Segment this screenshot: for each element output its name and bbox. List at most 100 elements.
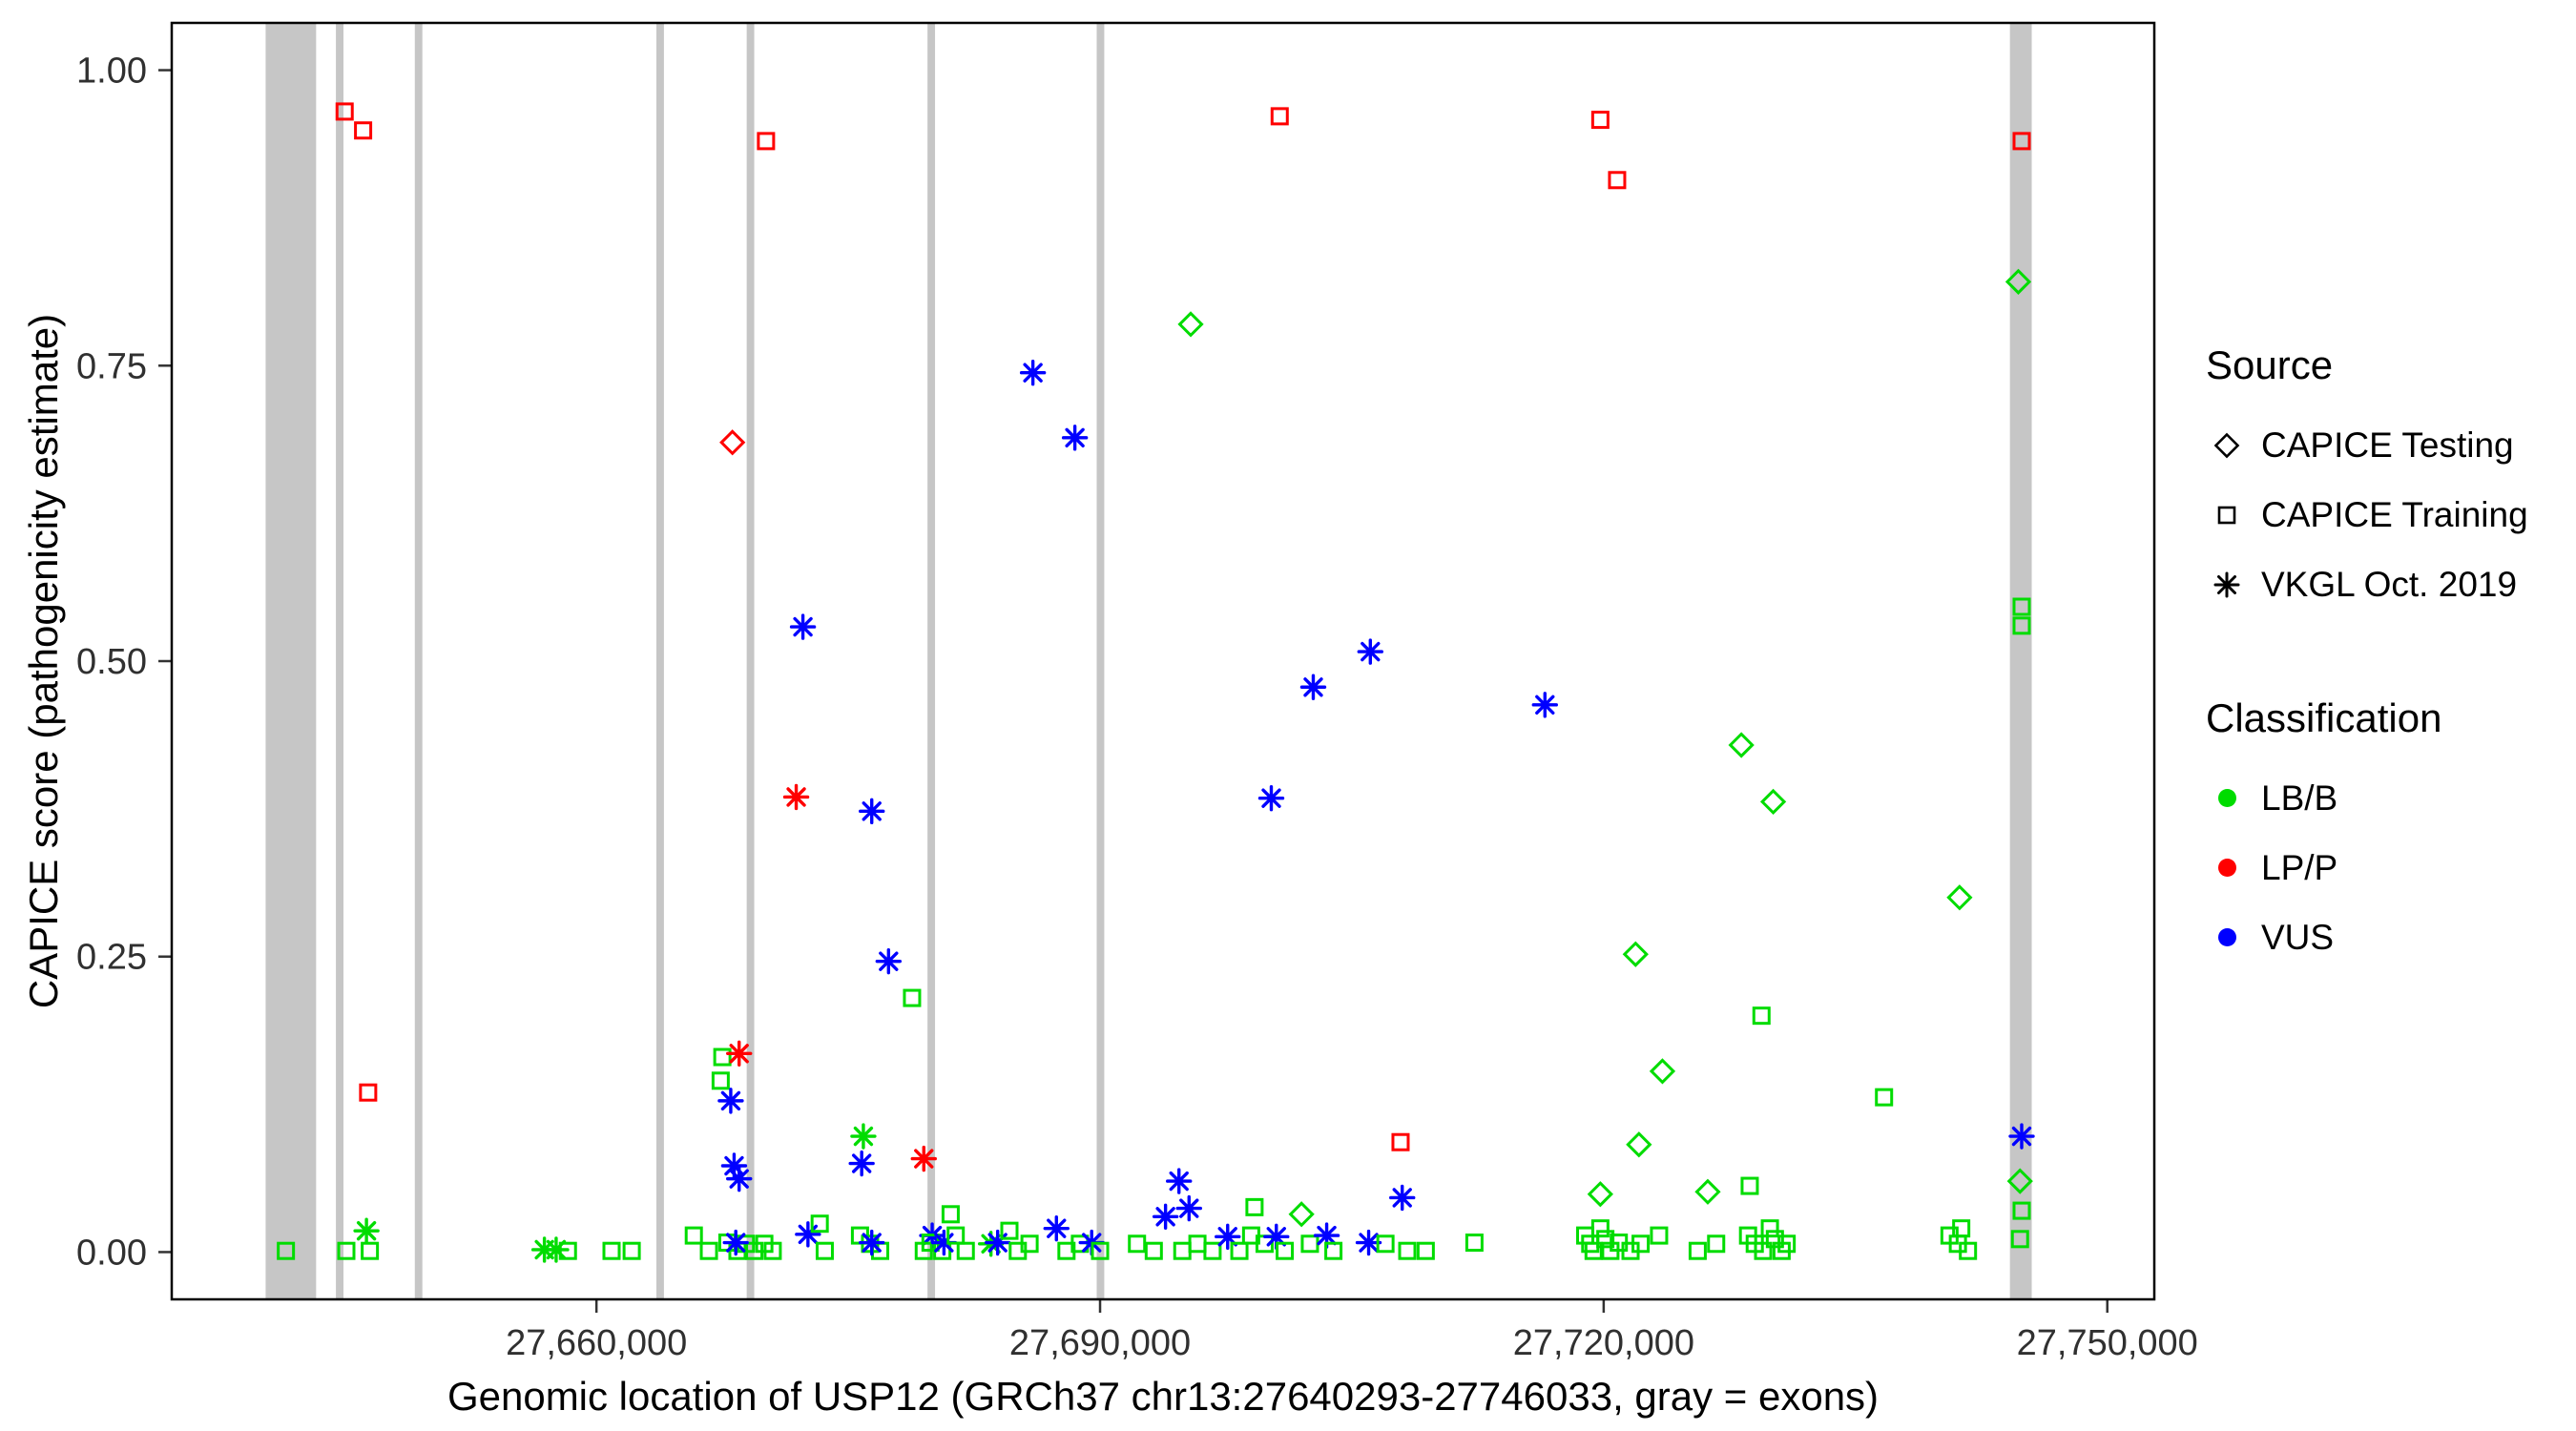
data-point	[1590, 111, 1610, 130]
data-point	[1152, 1203, 1179, 1230]
legend-item-vus: VUS	[2206, 902, 2574, 972]
data-point	[684, 1226, 703, 1245]
data-point	[1299, 674, 1327, 700]
data-point	[726, 1165, 753, 1192]
data-point	[848, 1150, 875, 1177]
x-axis-title: Genomic location of USP12 (GRCh37 chr13:…	[447, 1374, 1880, 1419]
data-point	[1759, 788, 1787, 816]
data-point	[859, 1229, 885, 1256]
data-point	[1270, 107, 1289, 126]
legend-label: LB/B	[2261, 778, 2338, 818]
data-point	[1043, 1214, 1070, 1242]
data-point	[910, 1145, 937, 1172]
x-tick-label: 27,720,000	[1513, 1323, 1694, 1363]
data-point	[713, 1047, 732, 1067]
data-point	[810, 1214, 829, 1234]
legend-classification-title: Classification	[2206, 695, 2442, 740]
data-point	[1215, 1223, 1241, 1251]
data-point	[984, 1229, 1011, 1256]
data-point	[1754, 1241, 1773, 1260]
data-point	[1376, 1234, 1395, 1254]
data-point	[782, 783, 810, 811]
y-axis-title: CAPICE score (pathogenicity estimate)	[21, 313, 66, 1009]
legend-source: Source CAPICE Testing CAPICE Training	[2206, 345, 2574, 619]
red-dot-icon	[2206, 847, 2248, 889]
exon-band	[927, 23, 936, 1299]
data-point	[1020, 1234, 1039, 1254]
data-point	[2012, 597, 2031, 616]
data-point	[789, 613, 817, 640]
data-point	[717, 1088, 744, 1114]
y-tick-label: 0.25	[76, 938, 147, 978]
data-point	[2010, 1230, 2029, 1249]
data-point	[1389, 1184, 1416, 1212]
exon-band	[1096, 23, 1105, 1299]
data-point	[1584, 1241, 1603, 1260]
data-point	[711, 1071, 730, 1090]
x-tick-label: 27,750,000	[2017, 1323, 2198, 1363]
data-point	[1416, 1241, 1435, 1260]
data-point	[699, 1241, 718, 1260]
data-point	[2008, 1123, 2035, 1150]
data-point	[1631, 1234, 1651, 1254]
blue-dot-icon	[2206, 917, 2248, 959]
data-point	[1188, 1234, 1207, 1254]
data-point	[1144, 1241, 1163, 1260]
data-point	[1245, 1197, 1264, 1216]
data-point	[1649, 1058, 1676, 1085]
data-point	[2012, 1201, 2031, 1220]
data-point	[1740, 1176, 1759, 1195]
data-point	[2005, 268, 2032, 295]
data-point	[1777, 1234, 1797, 1254]
data-point	[359, 1083, 378, 1102]
legend-label: CAPICE Testing	[2261, 425, 2514, 465]
data-point	[1531, 692, 1558, 718]
data-point	[1391, 1132, 1410, 1151]
data-point	[1230, 1241, 1249, 1260]
square-icon	[2217, 506, 2236, 524]
data-point	[1324, 1241, 1343, 1260]
data-point	[1608, 171, 1627, 190]
exon-band	[655, 23, 664, 1299]
y-tick-label: 0.00	[76, 1233, 147, 1273]
x-tick-label: 27,690,000	[1009, 1323, 1191, 1363]
data-point	[602, 1241, 621, 1260]
legend-item-capice-testing: CAPICE Testing	[2206, 410, 2574, 480]
data-point	[1061, 425, 1089, 451]
legend-label: CAPICE Training	[2261, 494, 2528, 534]
data-point	[1300, 1234, 1319, 1254]
exon-band	[414, 23, 423, 1299]
y-tick-label: 0.75	[76, 346, 147, 386]
data-point	[1203, 1241, 1222, 1260]
data-point	[2012, 132, 2031, 151]
data-point	[1707, 1234, 1726, 1254]
data-point	[763, 1241, 782, 1260]
legend-label: VUS	[2261, 917, 2335, 957]
data-point	[1019, 360, 1047, 386]
data-point	[2012, 616, 2031, 635]
legend-label: VKGL Oct. 2019	[2261, 564, 2518, 604]
data-point	[1177, 311, 1204, 338]
data-point	[903, 988, 922, 1007]
exon-band	[2009, 23, 2032, 1299]
data-point	[875, 947, 903, 975]
data-point	[1946, 884, 1973, 911]
legend-item-lpp: LP/P	[2206, 833, 2574, 902]
diamond-icon	[2213, 432, 2240, 458]
data-point	[815, 1241, 834, 1260]
data-point	[1622, 941, 1649, 967]
data-point	[946, 1226, 966, 1245]
y-tick-label: 1.00	[76, 52, 147, 92]
x-tick-label: 27,660,000	[506, 1323, 687, 1363]
data-point	[719, 429, 746, 456]
data-point	[2006, 1168, 2033, 1194]
data-point	[1952, 1219, 1971, 1238]
data-point	[1590, 1219, 1610, 1238]
data-point	[277, 1241, 296, 1260]
data-point	[1728, 732, 1755, 758]
legend-source-title: Source	[2206, 342, 2334, 387]
data-point	[1357, 638, 1384, 665]
data-point	[726, 1040, 753, 1068]
data-point	[1398, 1241, 1417, 1260]
